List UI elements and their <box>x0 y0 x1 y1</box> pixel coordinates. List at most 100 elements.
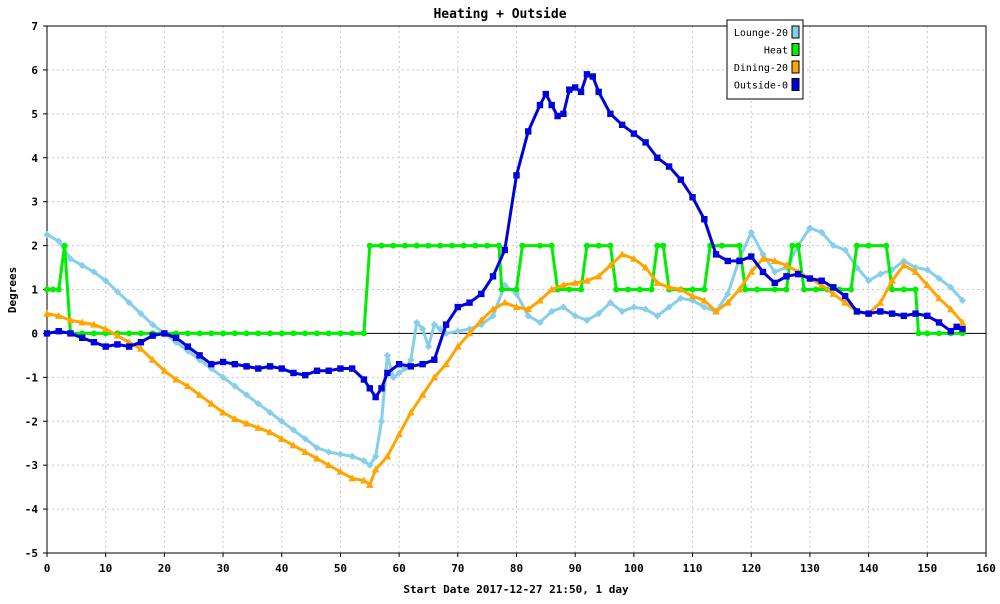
y-tick-label: 1 <box>31 284 38 297</box>
data-point-outside-0 <box>548 101 555 109</box>
data-point-dining-20 <box>430 373 439 381</box>
data-point-dining-20 <box>770 256 779 264</box>
data-point-dining-20 <box>888 276 896 284</box>
data-point-heat <box>718 242 725 249</box>
data-point-outside-0 <box>137 339 145 346</box>
legend: Lounge-20 Heat Dining-20 Outside-0 <box>726 19 804 100</box>
data-point-outside-0 <box>959 325 966 333</box>
data-point-dining-20 <box>324 461 333 469</box>
data-point-outside-0 <box>571 84 579 91</box>
data-point-lounge-20 <box>876 270 884 278</box>
data-point-heat <box>795 242 802 249</box>
data-point-outside-0 <box>654 154 661 161</box>
data-point-outside-0 <box>818 277 825 284</box>
data-point-outside-0 <box>935 319 943 326</box>
data-point-dining-20 <box>782 261 791 269</box>
data-point-heat <box>583 242 590 249</box>
data-point-dining-20 <box>935 294 943 302</box>
y-tick-label: 3 <box>31 196 38 209</box>
data-point-dining-20 <box>712 307 720 315</box>
data-point-lounge-20 <box>806 224 814 232</box>
x-tick-label: 150 <box>917 562 937 575</box>
data-point-outside-0 <box>607 110 614 118</box>
data-point-heat <box>55 286 62 293</box>
data-point-outside-0 <box>196 352 203 359</box>
data-point-heat <box>889 286 896 293</box>
data-point-dining-20 <box>54 311 63 319</box>
data-point-heat <box>413 242 420 249</box>
data-point-lounge-20 <box>66 255 75 263</box>
data-point-outside-0 <box>583 71 591 78</box>
data-point-heat <box>61 242 68 249</box>
data-point-heat <box>654 242 661 249</box>
data-point-heat <box>771 286 778 293</box>
x-tick-label: 80 <box>510 562 523 575</box>
data-point-heat <box>548 242 555 249</box>
data-point-dining-20 <box>418 390 427 398</box>
data-point-heat <box>349 330 356 337</box>
data-point-dining-20 <box>78 318 87 326</box>
x-tick-label: 50 <box>334 562 347 575</box>
data-point-dining-20 <box>90 320 98 328</box>
data-point-lounge-20 <box>442 329 450 338</box>
series-line-heat <box>47 244 963 335</box>
data-point-outside-0 <box>431 356 438 363</box>
series-lounge-20 <box>43 224 967 469</box>
legend-label: Dining-20 <box>734 63 788 74</box>
data-point-heat <box>595 242 602 249</box>
data-point-lounge-20 <box>630 303 638 311</box>
data-point-heat <box>754 286 761 293</box>
data-point-outside-0 <box>759 268 767 276</box>
data-point-dining-20 <box>365 480 374 488</box>
data-point-dining-20 <box>747 267 756 275</box>
data-point-lounge-20 <box>389 373 397 381</box>
data-point-outside-0 <box>501 246 508 254</box>
x-tick-label: 100 <box>624 562 644 575</box>
data-point-lounge-20 <box>266 408 274 417</box>
data-point-outside-0 <box>865 310 872 317</box>
data-point-lounge-20 <box>377 417 386 425</box>
data-point-outside-0 <box>748 253 755 260</box>
data-point-dining-20 <box>160 366 169 374</box>
data-point-outside-0 <box>43 330 51 337</box>
x-axis-label: Start Date 2017-12-27 21:50, 1 day <box>403 583 629 596</box>
legend-swatch <box>791 78 800 91</box>
data-point-outside-0 <box>337 365 344 372</box>
data-point-lounge-20 <box>583 316 591 324</box>
data-point-dining-20 <box>336 467 345 475</box>
data-point-outside-0 <box>278 365 285 372</box>
y-tick-label: -2 <box>25 415 38 428</box>
data-point-heat <box>536 242 543 249</box>
chart-title: Heating + Outside <box>433 7 566 22</box>
data-point-dining-20 <box>231 415 239 423</box>
data-point-lounge-20 <box>172 338 180 346</box>
data-point-dining-20 <box>688 292 697 300</box>
data-point-outside-0 <box>689 194 696 201</box>
data-point-outside-0 <box>161 330 168 337</box>
data-point-heat <box>812 286 819 293</box>
data-point-lounge-20 <box>90 268 98 276</box>
data-point-outside-0 <box>783 273 790 280</box>
data-point-heat <box>848 286 855 293</box>
data-point-outside-0 <box>595 88 602 96</box>
data-point-outside-0 <box>302 371 309 379</box>
data-point-lounge-20 <box>149 321 157 329</box>
data-point-heat <box>701 286 708 293</box>
data-point-heat <box>448 242 455 249</box>
data-point-outside-0 <box>290 369 297 377</box>
data-point-heat <box>689 286 696 293</box>
data-point-dining-20 <box>606 261 615 269</box>
data-point-heat <box>208 330 215 337</box>
data-point-heat <box>607 242 614 249</box>
y-tick-label: -5 <box>25 547 38 560</box>
data-point-dining-20 <box>559 281 568 289</box>
data-point-lounge-20 <box>618 307 626 316</box>
data-point-dining-20 <box>360 476 368 484</box>
data-point-outside-0 <box>454 303 462 311</box>
legend-label: Outside-0 <box>734 81 788 92</box>
data-point-dining-20 <box>547 285 556 293</box>
x-tick-label: 10 <box>99 562 112 575</box>
data-point-lounge-20 <box>424 342 433 351</box>
data-point-heat <box>660 242 667 249</box>
data-point-outside-0 <box>266 363 274 370</box>
